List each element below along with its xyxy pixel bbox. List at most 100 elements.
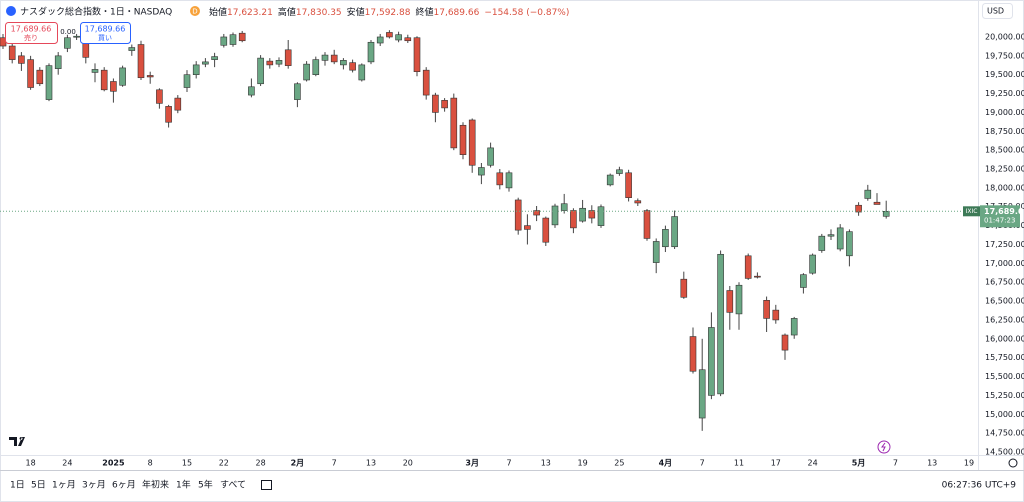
- range-button[interactable]: 1ヶ月: [52, 480, 76, 491]
- x-tick-label: 22: [219, 459, 229, 468]
- y-tick-label: 16,000.00: [985, 334, 1024, 343]
- candle-body: [404, 37, 412, 42]
- symbol-tag-box: [963, 206, 980, 217]
- candle-body: [634, 200, 642, 204]
- candle-body: [211, 56, 218, 60]
- candle-body: [27, 59, 34, 88]
- candle-body: [671, 216, 678, 248]
- range-button[interactable]: すべて: [220, 480, 246, 491]
- candle-body: [800, 274, 807, 288]
- y-tick-label: 17,250.00: [985, 240, 1024, 249]
- range-button[interactable]: 1年: [176, 479, 191, 491]
- y-tick-label: 18,750.00: [985, 127, 1024, 136]
- candle-body: [128, 47, 136, 51]
- candle-body: [818, 235, 826, 251]
- x-tick-label: 13: [927, 459, 937, 468]
- buy-button[interactable]: [80, 22, 131, 44]
- range-button[interactable]: 3ヶ月: [82, 480, 106, 491]
- candle-body: [146, 75, 154, 78]
- x-tick-label: 19: [578, 459, 588, 468]
- candle-body: [606, 174, 614, 186]
- x-tick-label: 15: [182, 459, 192, 468]
- legend-value: 17,592.88: [365, 8, 411, 18]
- candle-body: [266, 60, 274, 66]
- candle-body: [846, 231, 853, 257]
- settings-icon[interactable]: [1008, 458, 1018, 468]
- y-tick-label: 19,250.00: [985, 89, 1024, 98]
- candle-body: [395, 34, 402, 41]
- y-tick-label: 14,750.00: [985, 429, 1024, 438]
- legend-label: 安値: [347, 6, 365, 18]
- toolbar: 1日 5日 1ヶ月 3ヶ月 6ヶ月 年初来 1年 5年 すべて 06:27:36 UTC+9: [10, 479, 1016, 491]
- candle-body: [432, 94, 439, 113]
- y-tick-label: 18,500.00: [985, 146, 1024, 155]
- candle-body: [386, 32, 393, 38]
- candle-body: [192, 64, 200, 76]
- y-tick-label: 19,000.00: [985, 108, 1024, 117]
- candle-body: [781, 334, 789, 351]
- range-button[interactable]: 5日: [31, 480, 46, 491]
- candle-body: [524, 225, 531, 230]
- candle-body: [450, 97, 458, 149]
- candle-body: [579, 207, 586, 222]
- candle-body: [422, 69, 430, 96]
- badge-circle: [190, 6, 200, 16]
- range-button[interactable]: 1日: [10, 480, 25, 491]
- candle-body: [717, 253, 724, 395]
- x-tick-label: 2025: [102, 459, 125, 468]
- x-tick-label: 25: [614, 459, 624, 468]
- price-tag-box: [980, 205, 1020, 228]
- chart-title: ナスダック総合指数・1日・NASDAQ: [20, 6, 172, 18]
- buy-price[interactable]: 17,689.66: [85, 25, 126, 34]
- x-tick-label: 18: [26, 459, 36, 468]
- candle-body: [505, 172, 513, 189]
- countdown: 01:47:23: [984, 216, 1015, 224]
- y-tick-label: 18,250.00: [985, 165, 1024, 174]
- candle-body: [726, 290, 734, 313]
- y-tick-label: 19,750.00: [985, 51, 1024, 60]
- y-tick-label: 17,000.00: [985, 259, 1024, 268]
- badge: D: [192, 8, 197, 16]
- legend-label: 高値: [278, 6, 296, 18]
- y-tick-label: 15,750.00: [985, 353, 1024, 362]
- candle-body: [855, 204, 862, 213]
- candle-body: [533, 210, 540, 216]
- candle-body: [478, 167, 485, 176]
- candle-body: [45, 65, 53, 100]
- candle-body: [165, 106, 172, 123]
- candle-body: [708, 327, 715, 396]
- candle-body: [836, 227, 844, 250]
- candle-body: [8, 45, 16, 60]
- y-tick-label: 15,500.00: [985, 372, 1024, 381]
- sell-button[interactable]: [5, 22, 58, 44]
- range-button[interactable]: 5年: [198, 479, 213, 491]
- legend-label: 始値: [209, 6, 227, 18]
- candle-body: [514, 199, 522, 231]
- candle-body: [882, 211, 890, 217]
- logo[interactable]: [9, 437, 25, 446]
- candle-body: [349, 62, 356, 71]
- x-tick-label: 28: [256, 459, 266, 468]
- candle-body: [496, 172, 504, 186]
- candle-body: [790, 318, 798, 336]
- range-button[interactable]: 6ヶ月: [112, 480, 136, 491]
- candle-body: [238, 32, 246, 42]
- candle-body: [257, 57, 264, 85]
- currency[interactable]: USD: [987, 7, 1004, 16]
- candle-body: [643, 210, 651, 239]
- candle-body: [570, 210, 577, 229]
- candle-body: [652, 241, 660, 263]
- buy-label[interactable]: 買い: [98, 34, 112, 42]
- range-button[interactable]: 年初来: [142, 479, 169, 491]
- calendar-icon[interactable]: [261, 480, 272, 490]
- clock: 06:27:36 UTC+9: [942, 481, 1017, 491]
- candle-body: [248, 86, 255, 96]
- sell-price[interactable]: 17,689.66: [11, 25, 52, 34]
- legend-value: 17,623.21: [227, 8, 273, 18]
- candle-body: [174, 97, 182, 111]
- x-tick-label: 24: [808, 459, 818, 468]
- sell-label[interactable]: 売り: [24, 33, 38, 42]
- currency-button[interactable]: [982, 3, 1013, 19]
- candle-body: [809, 254, 816, 274]
